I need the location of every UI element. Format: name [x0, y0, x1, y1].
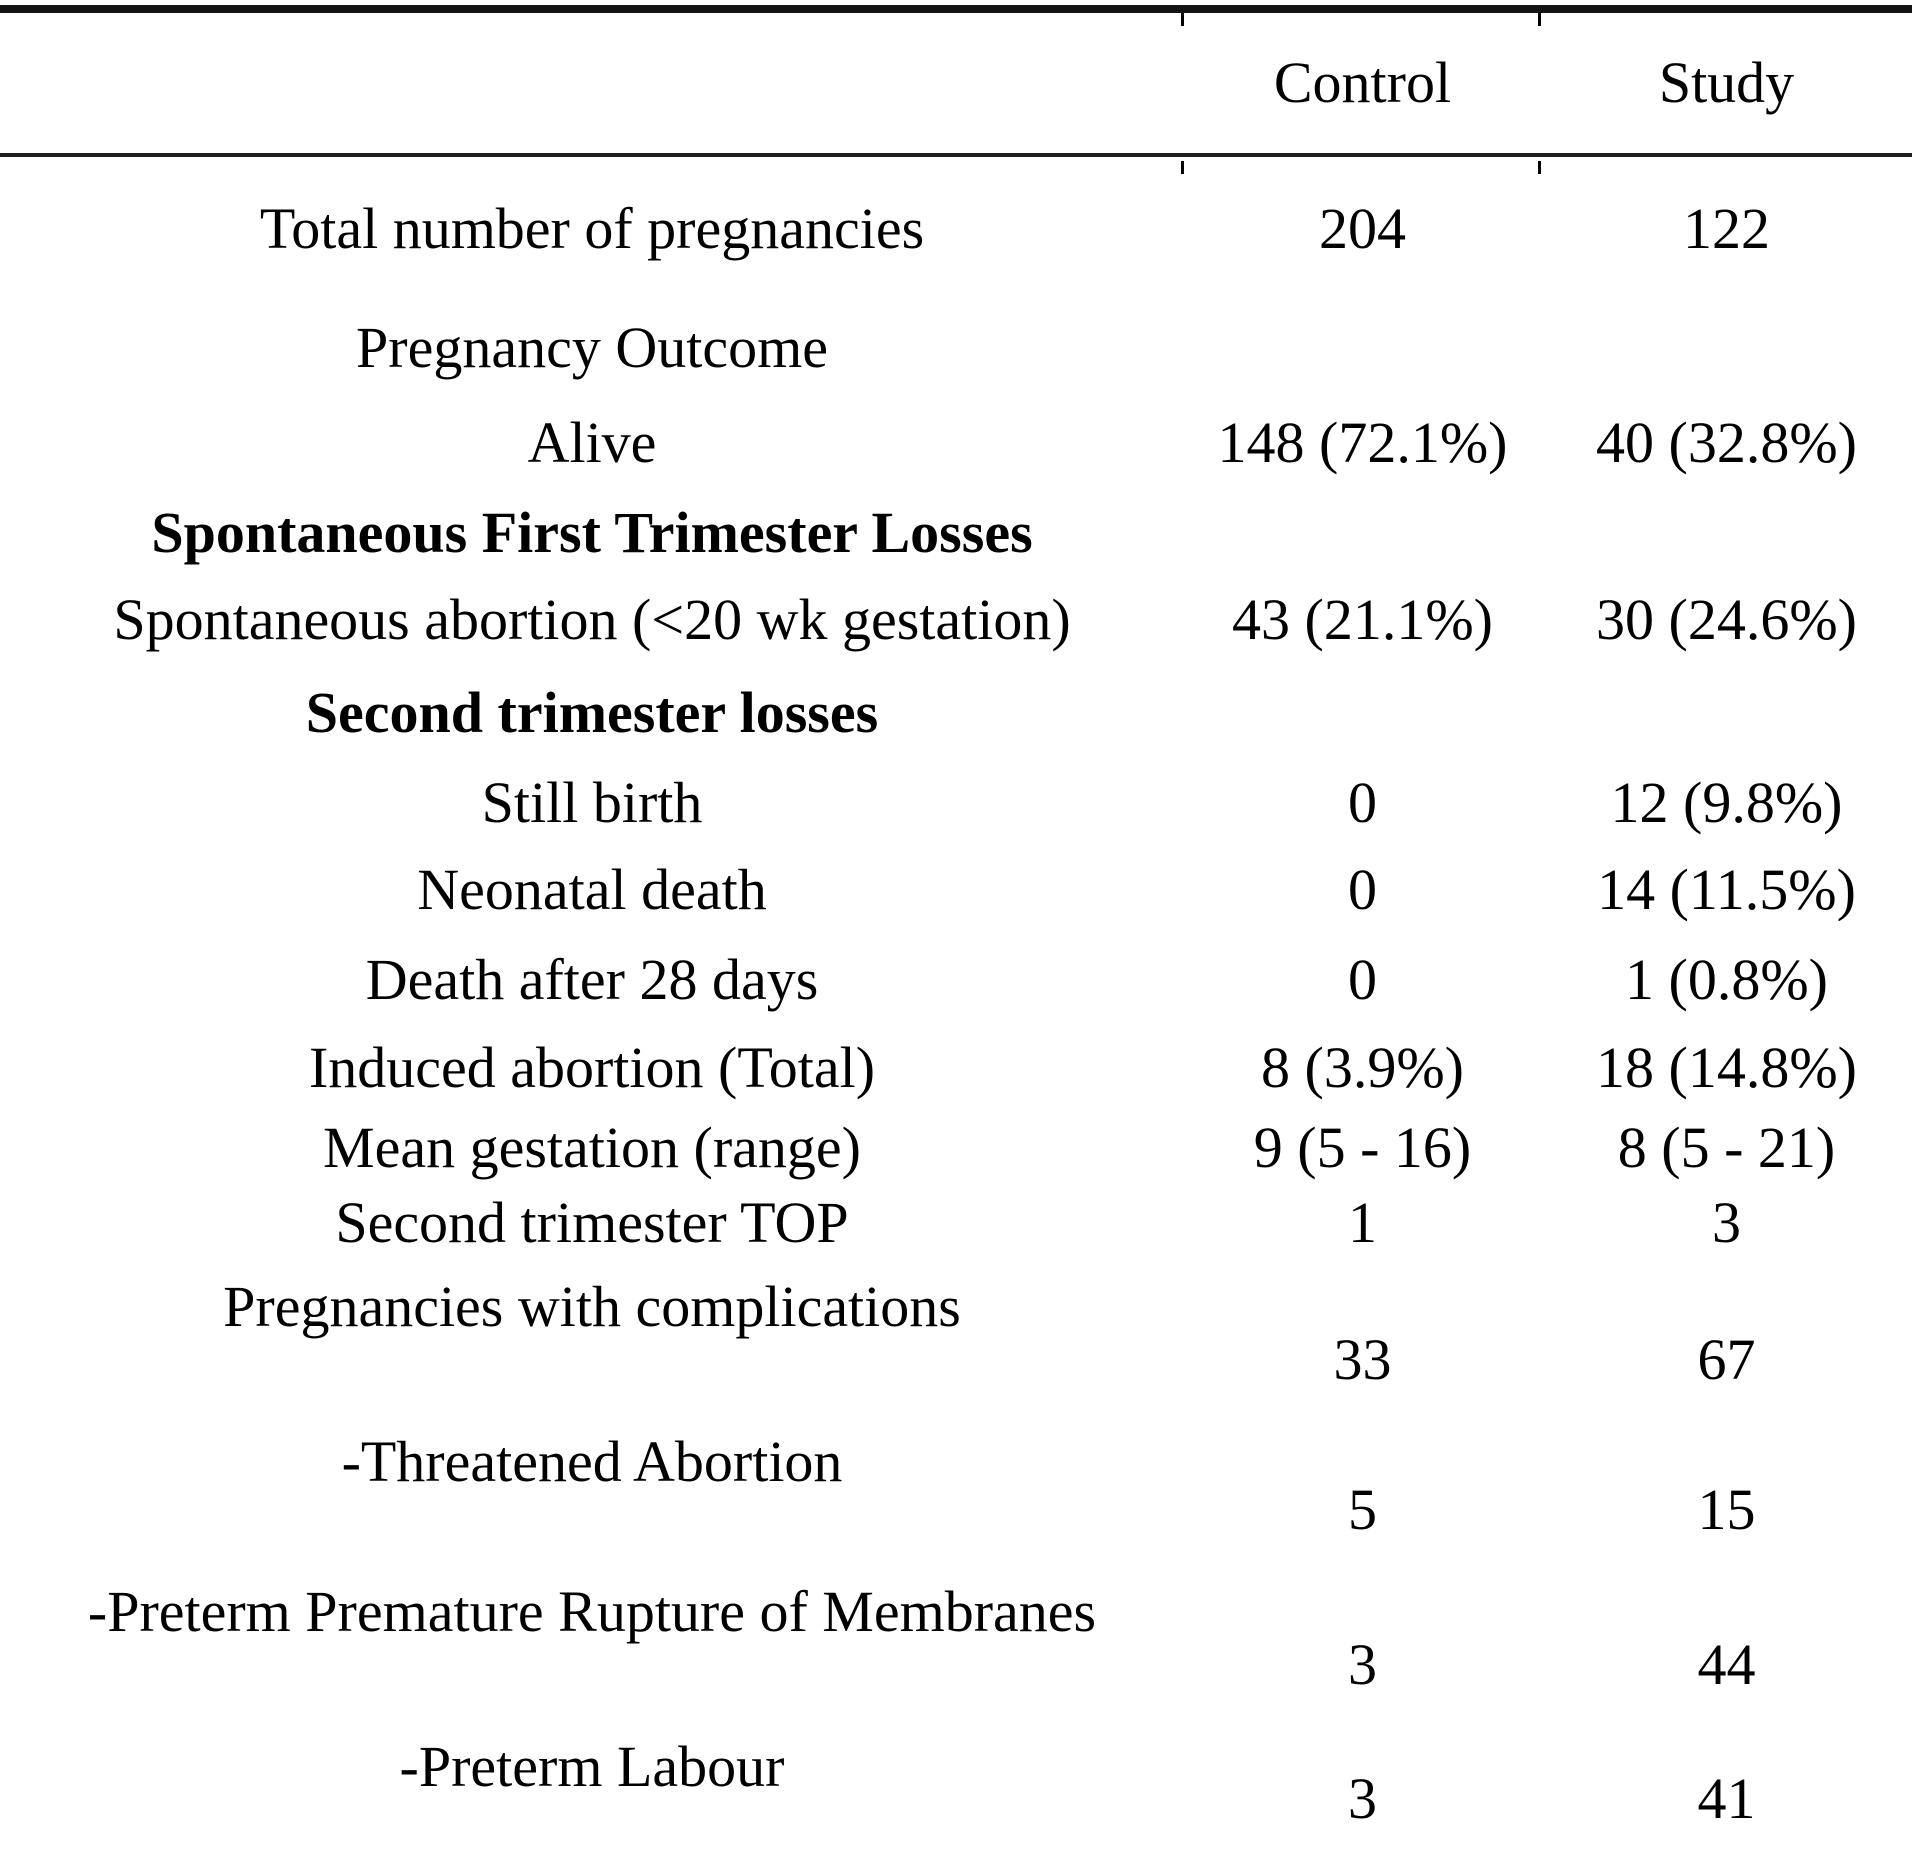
row-label: -Threatened Abortion — [341, 1429, 843, 1494]
table-row: Total number of pregnancies 204 122 — [0, 157, 1912, 300]
control-value: 148 (72.1%) — [1217, 409, 1508, 475]
control-value: 204 — [1319, 195, 1406, 261]
control-value: 3 — [1348, 1766, 1377, 1831]
table-row: Spontaneous First Trimester Losses — [0, 490, 1912, 575]
row-label: Neonatal death — [417, 857, 767, 922]
row-label: Pregnancy Outcome — [356, 314, 828, 380]
study-value: 12 (9.8%) — [1610, 769, 1843, 835]
table-row: Still birth 0 12 (9.8%) — [0, 760, 1912, 845]
row-label: Induced abortion (Total) — [308, 1034, 876, 1100]
table-row: -Preterm Premature Rupture of Membranes 3… — [0, 1565, 1912, 1720]
table-row: Second trimester TOP 1 3 — [0, 1185, 1912, 1260]
control-value: 3 — [1348, 1632, 1377, 1697]
table-row: -Preterm Labour 3 41 — [0, 1720, 1912, 1854]
column-separator-tick — [1181, 13, 1184, 26]
row-label: Second trimester TOP — [335, 1189, 849, 1255]
control-value: 8 (3.9%) — [1261, 1034, 1464, 1100]
row-label: Second trimester losses — [305, 679, 879, 745]
study-value: 1 (0.8%) — [1625, 947, 1828, 1012]
control-value: 9 (5 - 16) — [1253, 1114, 1472, 1180]
control-value: 5 — [1348, 1477, 1377, 1542]
table-row: Pregnancy Outcome — [0, 300, 1912, 395]
table-row: Mean gestation (range) 9 (5 - 16) 8 (5 - 2… — [0, 1110, 1912, 1185]
study-value: 122 — [1683, 195, 1770, 261]
table-row: -Threatened Abortion 5 15 — [0, 1415, 1912, 1565]
study-value: 30 (24.6%) — [1596, 587, 1857, 652]
control-value: 0 — [1348, 857, 1377, 922]
control-value: 0 — [1348, 947, 1377, 1012]
table-top-rule — [0, 5, 1912, 13]
column-separator-tick — [1538, 13, 1541, 26]
study-value: 15 — [1697, 1477, 1756, 1542]
table-row: Second trimester losses — [0, 665, 1912, 760]
study-value: 8 (5 - 21) — [1617, 1114, 1836, 1180]
table-header-row: Control Study — [0, 13, 1912, 157]
row-label: Alive — [527, 409, 657, 475]
study-value: 3 — [1712, 1189, 1741, 1255]
study-value: 18 (14.8%) — [1596, 1034, 1857, 1100]
table-row: Pregnancies with complications 33 67 — [0, 1260, 1912, 1415]
row-label: -Preterm Premature Rupture of Membranes — [87, 1579, 1097, 1644]
table-row: Induced abortion (Total) 8 (3.9%) 18 (14.8… — [0, 1025, 1912, 1110]
column-header-study: Study — [1658, 50, 1795, 115]
control-value: 43 (21.1%) — [1232, 587, 1493, 652]
table-body: Total number of pregnancies 204 122 Pregnan… — [0, 157, 1912, 1854]
table-row: Neonatal death 0 14 (11.5%) — [0, 845, 1912, 935]
control-value: 0 — [1348, 769, 1377, 835]
study-value: 44 — [1697, 1632, 1756, 1697]
row-label: Pregnancies with complications — [223, 1274, 961, 1339]
column-separator-tick — [1538, 161, 1541, 174]
study-value: 40 (32.8%) — [1596, 409, 1857, 475]
study-value: 67 — [1697, 1327, 1756, 1392]
row-label: Mean gestation (range) — [323, 1114, 861, 1180]
column-header-control: Control — [1273, 50, 1452, 115]
row-label: Spontaneous First Trimester Losses — [151, 499, 1033, 565]
row-label: Spontaneous abortion (<20 wk gestation) — [113, 587, 1071, 652]
row-label: -Preterm Labour — [399, 1734, 785, 1799]
table-row: Alive 148 (72.1%) 40 (32.8%) — [0, 395, 1912, 490]
row-label: Still birth — [481, 769, 703, 835]
table-row: Spontaneous abortion (<20 wk gestation) 4… — [0, 575, 1912, 665]
row-label: Death after 28 days — [365, 947, 819, 1012]
study-value: 14 (11.5%) — [1597, 857, 1856, 922]
study-value: 41 — [1697, 1766, 1756, 1831]
control-value: 33 — [1333, 1327, 1392, 1392]
row-label: Total number of pregnancies — [259, 195, 925, 261]
table-row: Death after 28 days 0 1 (0.8%) — [0, 935, 1912, 1025]
control-value: 1 — [1348, 1189, 1377, 1255]
column-separator-tick — [1181, 161, 1184, 174]
